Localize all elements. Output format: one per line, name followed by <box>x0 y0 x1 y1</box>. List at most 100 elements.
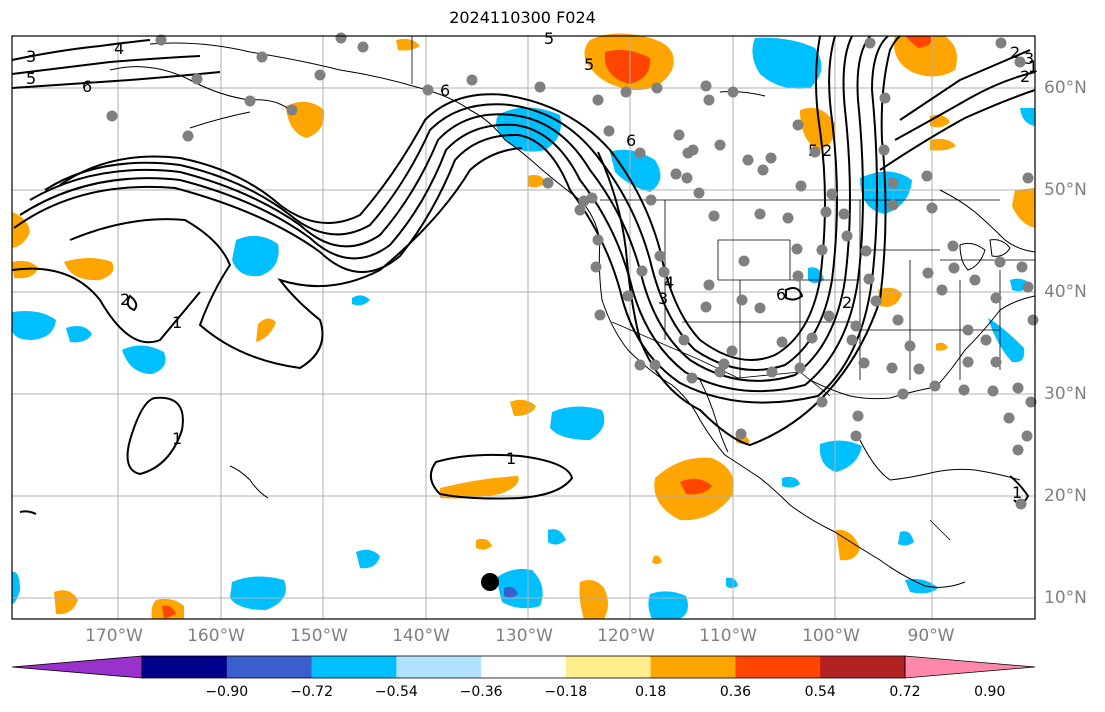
contour-label: 5 <box>584 55 594 74</box>
station-dot <box>574 204 586 216</box>
contour-label: 3 <box>658 289 668 308</box>
station-dot <box>794 362 806 374</box>
lon-label: 110°W <box>699 626 757 646</box>
station-dot <box>841 230 853 242</box>
colorbar-segment <box>396 656 482 678</box>
station-dot <box>335 32 347 44</box>
contour-label: 1 <box>172 313 182 332</box>
station-dot <box>879 92 891 104</box>
map-title: 2024110300 F024 <box>449 8 596 27</box>
station-dot <box>980 334 992 346</box>
station-dot <box>838 208 850 220</box>
colorbar-frame <box>141 655 906 679</box>
colorbar-segment <box>481 656 567 678</box>
station-dot <box>534 81 546 93</box>
station-dot <box>995 37 1007 49</box>
station-dot <box>658 266 670 278</box>
lon-label: 150°W <box>290 626 348 646</box>
station-dot <box>651 82 663 94</box>
contour-label: 2 <box>842 293 852 312</box>
map-frame <box>11 35 1036 620</box>
station-dot <box>682 147 694 159</box>
station-dot <box>191 73 203 85</box>
colorbar-segment <box>142 656 228 678</box>
station-dot <box>649 359 661 371</box>
station-dot <box>735 428 747 440</box>
contour-label: 6 <box>626 131 636 150</box>
lon-label: 140°W <box>392 626 450 646</box>
station-dot <box>809 146 821 158</box>
station-dot <box>820 206 832 218</box>
contour-label: 4 <box>114 39 124 58</box>
station-dot <box>791 243 803 255</box>
station-dot <box>670 168 682 180</box>
station-dot <box>936 284 948 296</box>
station-dot <box>754 208 766 220</box>
lat-label: 20°N <box>1044 486 1087 506</box>
contour-label: 3 <box>26 47 36 66</box>
colorbar-tick-label: −0.90 <box>205 684 249 700</box>
station-dot <box>645 194 657 206</box>
station-dot <box>742 154 754 166</box>
station-dot <box>795 180 807 192</box>
lon-label: 130°W <box>495 626 553 646</box>
station-dot <box>852 410 864 422</box>
station-dot <box>860 245 872 257</box>
station-dot <box>1022 172 1034 184</box>
station-dot <box>286 104 298 116</box>
station-dot <box>766 366 778 378</box>
station-dot <box>1014 56 1026 68</box>
colorbar-tick-label: 0.90 <box>974 684 1006 700</box>
station-dot <box>708 210 720 222</box>
colorbar-tick-label: 0.72 <box>889 684 921 700</box>
station-dot <box>962 356 974 368</box>
station-dot <box>948 262 960 274</box>
station-dot <box>816 244 828 256</box>
station-dot <box>686 372 698 384</box>
station-dot <box>864 37 876 49</box>
station-dot <box>823 310 835 322</box>
station-dot <box>586 192 598 204</box>
station-dot <box>826 188 838 200</box>
contour-label: 1 <box>1028 57 1038 76</box>
station-dot <box>542 177 554 189</box>
station-dot <box>1022 281 1034 293</box>
station-dot <box>654 250 666 262</box>
station-dot <box>703 94 715 106</box>
lon-label: 170°W <box>85 626 143 646</box>
station-dot <box>887 199 899 211</box>
station-dot <box>673 129 685 141</box>
station-dot <box>603 125 615 137</box>
station-dot <box>106 110 118 122</box>
station-dot <box>776 336 788 348</box>
station-dot <box>969 274 981 286</box>
station-dot <box>987 385 999 397</box>
station-dot <box>636 265 648 277</box>
contour-label: 4 <box>664 273 674 292</box>
station-dot <box>863 273 875 285</box>
station-dot <box>594 309 606 321</box>
station-dot <box>714 139 726 151</box>
colorbar-tick-label: −0.72 <box>290 684 333 700</box>
contour-label: 6 <box>82 77 92 96</box>
colorbar-tick-label: −0.36 <box>459 684 503 700</box>
colorbar-segment <box>565 656 652 678</box>
station-dot <box>887 177 899 189</box>
colorbar-segment <box>311 656 397 678</box>
contour-label: 2 <box>1010 43 1020 62</box>
station-dot <box>782 212 794 224</box>
station-dot <box>700 301 712 313</box>
station-dot <box>693 187 705 199</box>
station-dot <box>850 320 862 332</box>
station-dot <box>738 255 750 267</box>
station-dot <box>921 170 933 182</box>
station-dot <box>757 164 769 176</box>
colorbar-tick-label: 0.54 <box>804 684 836 700</box>
station-dot <box>357 41 369 53</box>
station-dot <box>1012 444 1024 456</box>
contour-label: 5 <box>544 29 554 48</box>
station-dot <box>244 95 256 107</box>
station-dot <box>792 270 804 282</box>
station-dot <box>155 34 167 46</box>
